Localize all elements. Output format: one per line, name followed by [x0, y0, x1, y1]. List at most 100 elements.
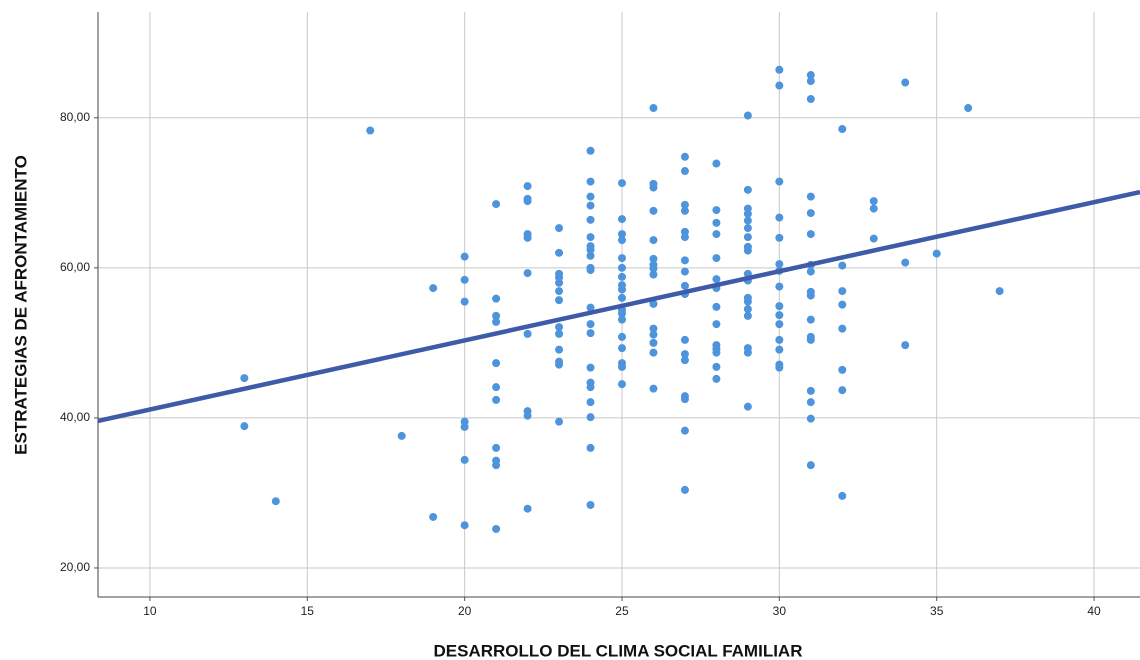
point [492, 359, 501, 368]
point [680, 200, 689, 209]
point [806, 192, 815, 201]
point [743, 224, 752, 233]
point [649, 104, 658, 113]
point [555, 248, 564, 257]
point [838, 287, 847, 296]
point [460, 297, 469, 306]
point [712, 218, 721, 227]
point [901, 78, 910, 87]
point [649, 236, 658, 245]
point [586, 383, 595, 392]
point [680, 485, 689, 494]
point [680, 167, 689, 176]
point [680, 206, 689, 215]
point [397, 431, 406, 440]
point [617, 179, 626, 188]
point [743, 402, 752, 411]
point [743, 216, 752, 225]
point [806, 315, 815, 324]
point [680, 256, 689, 265]
y-tick-label: 20,00 [60, 560, 90, 574]
point [680, 233, 689, 242]
point [680, 395, 689, 404]
point [680, 152, 689, 161]
point [712, 254, 721, 263]
point [838, 125, 847, 134]
point [775, 177, 784, 186]
point [555, 417, 564, 426]
point [649, 270, 658, 279]
point [492, 200, 501, 209]
point [555, 278, 564, 287]
point [586, 443, 595, 452]
y-tick-label: 80,00 [60, 110, 90, 124]
point [806, 71, 815, 80]
point [240, 374, 249, 383]
point [869, 197, 878, 206]
point [555, 329, 564, 338]
point [586, 146, 595, 155]
point [649, 348, 658, 357]
point [649, 338, 658, 347]
point [806, 461, 815, 470]
point [649, 183, 658, 192]
point [586, 177, 595, 186]
point [617, 215, 626, 224]
point [838, 365, 847, 374]
point [680, 350, 689, 359]
point [806, 267, 815, 276]
point [617, 230, 626, 239]
point [806, 291, 815, 300]
regression-line [97, 189, 1140, 424]
point [901, 341, 910, 350]
point [775, 260, 784, 269]
point [555, 345, 564, 354]
point [586, 303, 595, 312]
point [649, 384, 658, 393]
point [617, 332, 626, 341]
point [492, 294, 501, 303]
point [555, 287, 564, 296]
point [775, 282, 784, 291]
point [492, 461, 501, 470]
point [680, 335, 689, 344]
point [743, 348, 752, 357]
point [460, 275, 469, 284]
point [617, 272, 626, 281]
point [743, 246, 752, 255]
point [555, 224, 564, 233]
point [649, 299, 658, 308]
point [617, 263, 626, 272]
point [460, 422, 469, 431]
point [743, 185, 752, 194]
point [586, 398, 595, 407]
point [586, 233, 595, 242]
point [555, 360, 564, 369]
point [806, 95, 815, 104]
point [775, 302, 784, 311]
point [586, 363, 595, 372]
point [617, 285, 626, 294]
point [838, 300, 847, 309]
point [492, 443, 501, 452]
point [775, 363, 784, 372]
point [617, 293, 626, 302]
point [932, 249, 941, 258]
point [617, 362, 626, 371]
point [523, 329, 532, 338]
point [523, 197, 532, 206]
point [586, 500, 595, 509]
point [586, 413, 595, 422]
y-tick-label: 40,00 [60, 410, 90, 424]
point [806, 386, 815, 395]
y-axis-title: ESTRATEGIAS DE AFRONTAMIENTO [11, 155, 30, 455]
point [586, 245, 595, 254]
point [460, 521, 469, 530]
point [617, 309, 626, 318]
point [492, 395, 501, 404]
x-tick-label: 35 [930, 604, 944, 618]
point [680, 281, 689, 290]
x-tick-label: 20 [458, 604, 472, 618]
point [743, 305, 752, 314]
point [555, 296, 564, 305]
